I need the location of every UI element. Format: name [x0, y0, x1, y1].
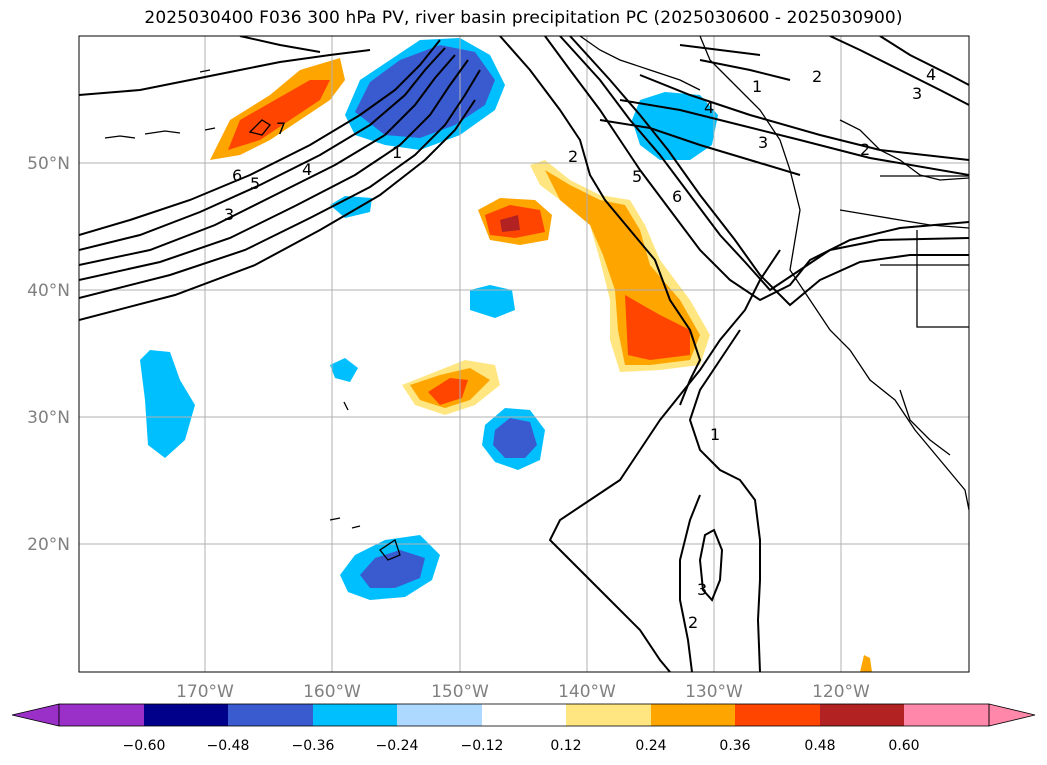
contour-labels: 7 6 5 4 3 1 2 5 6 4 3 2 1 2 4 3 1 3 2 — [224, 65, 936, 632]
lat-label: 50°N — [27, 154, 70, 174]
contour-label: 2 — [812, 67, 822, 86]
lon-label: 170°W — [176, 682, 234, 702]
colorbar-tick-label: −0.36 — [292, 738, 335, 754]
colorbar-tick-label: 0.48 — [804, 738, 835, 754]
lon-label: 130°W — [685, 682, 743, 702]
contour-label: 1 — [710, 425, 720, 444]
map-title: 2025030400 F036 300 hPa PV, river basin … — [144, 8, 903, 28]
colorbar-min-extend — [11, 703, 60, 727]
positive-anomaly-region — [860, 655, 872, 672]
contour-label: 4 — [302, 160, 312, 179]
longitude-labels: 170°W 160°W 150°W 140°W 130°W 120°W — [176, 682, 870, 702]
contour-label: 6 — [672, 187, 682, 206]
contour-label: 3 — [912, 84, 922, 103]
negative-anomaly-region — [140, 350, 195, 458]
contour-label: 2 — [568, 147, 578, 166]
positive-anomaly-region — [500, 215, 520, 232]
colorbar-tick-label: −0.60 — [123, 738, 166, 754]
lon-label: 150°W — [431, 682, 489, 702]
contour-label: 5 — [632, 167, 642, 186]
colorbar-segment — [651, 704, 735, 726]
contour-label: 2 — [688, 613, 698, 632]
contour-label: 4 — [704, 98, 714, 117]
colorbar-segment — [228, 704, 313, 726]
colorbar-tick-label: 0.24 — [635, 738, 666, 754]
latitude-labels: 50°N 40°N 30°N 20°N — [27, 154, 70, 555]
contour-label: 1 — [752, 77, 762, 96]
contour-label: 1 — [392, 143, 402, 162]
coastlines — [579, 36, 969, 511]
contour-label: 3 — [697, 580, 707, 599]
colorbar: −0.60 −0.48 −0.36 −0.24 −0.12 0.12 0.24 … — [11, 703, 1036, 754]
plot-frame — [78, 35, 970, 673]
colorbar-tick-label: 0.36 — [719, 738, 750, 754]
colorbar-segment — [820, 704, 904, 726]
contour-label: 3 — [224, 205, 234, 224]
colorbar-segment — [904, 704, 989, 726]
negative-anomaly-region — [330, 358, 358, 382]
contour-label: 2 — [860, 140, 870, 159]
colorbar-segment — [482, 704, 566, 726]
positive-anomaly-region — [428, 378, 468, 405]
colorbar-tick-label: 0.12 — [550, 738, 581, 754]
colorbar-segment — [397, 704, 482, 726]
colorbar-tick-label: 0.60 — [888, 738, 919, 754]
colorbar-tick-label: −0.12 — [461, 738, 504, 754]
contour-label: 4 — [926, 65, 936, 84]
plot-area — [79, 36, 969, 672]
negative-anomaly-region — [493, 418, 537, 458]
lat-label: 40°N — [27, 281, 70, 301]
colorbar-segment — [566, 704, 651, 726]
negative-anomaly-region — [470, 285, 515, 318]
lat-label: 20°N — [27, 535, 70, 555]
lon-label: 120°W — [812, 682, 870, 702]
colorbar-segment — [144, 704, 228, 726]
colorbar-tick-label: −0.24 — [376, 738, 419, 754]
contour-label: 6 — [232, 166, 242, 185]
islands — [104, 69, 401, 561]
contour-label: 3 — [758, 133, 768, 152]
contour-label: 5 — [250, 174, 260, 193]
colorbar-frame — [58, 703, 990, 727]
lon-label: 140°W — [558, 682, 616, 702]
pv-contours — [79, 36, 969, 672]
positive-anomaly-region — [625, 295, 690, 360]
lat-label: 30°N — [27, 408, 70, 428]
negative-anomaly-region — [360, 550, 425, 588]
colorbar-segment — [313, 704, 397, 726]
colorbar-segment — [735, 704, 820, 726]
colorbar-tick-label: −0.48 — [207, 738, 250, 754]
colorbar-segment — [59, 704, 144, 726]
colorbar-ticks: −0.60 −0.48 −0.36 −0.24 −0.12 0.12 0.24 … — [123, 738, 920, 754]
contour-label: 7 — [276, 119, 286, 138]
lon-label: 160°W — [303, 682, 361, 702]
gridlines — [79, 36, 969, 672]
colorbar-max-extend — [988, 703, 1036, 727]
